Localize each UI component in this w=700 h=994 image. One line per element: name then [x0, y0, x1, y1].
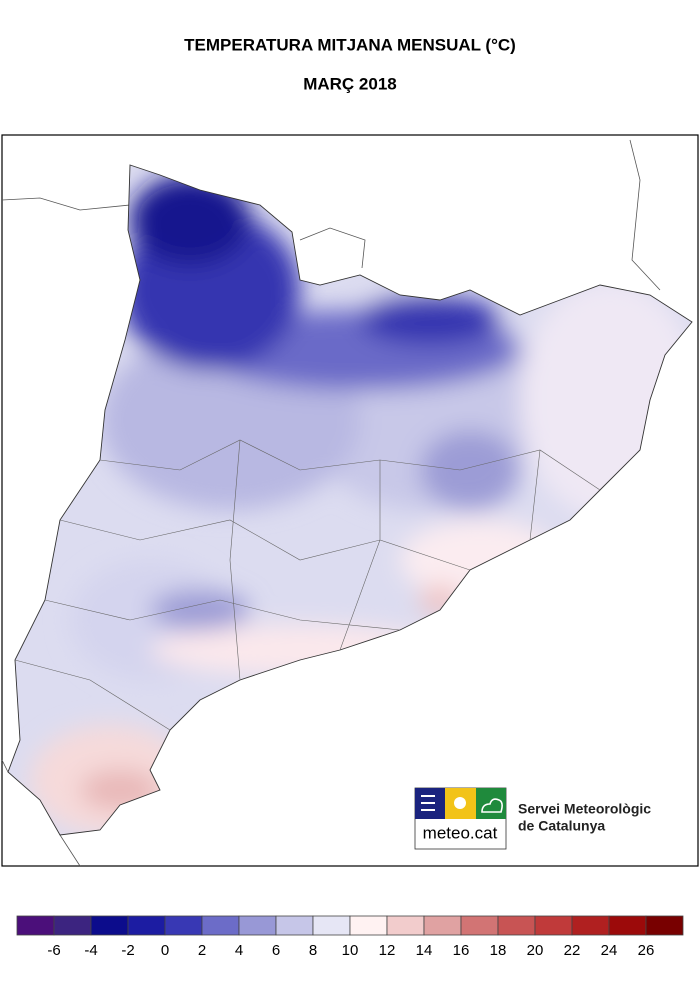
- subtitle: MARÇ 2018: [303, 74, 397, 93]
- legend-tick-label: 8: [309, 942, 317, 959]
- legend-swatch: [386, 915, 425, 936]
- legend-tick-label: 14: [416, 942, 433, 959]
- legend-tick-label: 4: [235, 942, 243, 959]
- borders: [1, 139, 661, 867]
- legend-swatch: [53, 915, 92, 936]
- legend-tick-label: 16: [453, 942, 470, 959]
- title: TEMPERATURA MITJANA MENSUAL (°C): [184, 35, 516, 54]
- legend-swatch: [571, 915, 610, 936]
- legend-swatch: [645, 915, 684, 936]
- logo-name: meteo.cat: [423, 823, 498, 842]
- legend-swatch: [608, 915, 647, 936]
- legend-tick-label: 2: [198, 942, 206, 959]
- logo-cloud: [481, 798, 503, 813]
- legend-swatch: [238, 915, 277, 936]
- legend-tick-label: 6: [272, 942, 280, 959]
- logo-green: [476, 788, 506, 819]
- legend-tick-label: -4: [84, 942, 97, 959]
- legend-swatch: [275, 915, 314, 936]
- legend-swatch: [16, 915, 55, 936]
- legend-swatch: [312, 915, 351, 936]
- legend-tick-label: 24: [601, 942, 618, 959]
- org-name: Servei Meteorològic: [518, 801, 651, 817]
- legend-tick-label: -2: [121, 942, 134, 959]
- legend-swatch: [164, 915, 203, 936]
- legend-tick-label: 22: [564, 942, 581, 959]
- legend-tick-label: -6: [47, 942, 60, 959]
- logo: meteo.cat Servei Meteorològic de Catalun…: [414, 787, 651, 850]
- legend-swatch: [497, 915, 536, 936]
- legend-swatch: [423, 915, 462, 936]
- legend-swatch: [534, 915, 573, 936]
- legend-tick-label: 20: [527, 942, 544, 959]
- logo-bars: [421, 795, 435, 811]
- legend-tick-label: 12: [379, 942, 396, 959]
- legend-tick-label: 0: [161, 942, 169, 959]
- legend-swatch: [349, 915, 388, 936]
- org-name: de Catalunya: [518, 818, 605, 834]
- legend-swatch: [201, 915, 240, 936]
- logo-sun: [454, 797, 466, 809]
- comarca-borders: [14, 439, 601, 731]
- legend-tick-label: 26: [638, 942, 655, 959]
- catalonia-outline: [7, 164, 693, 836]
- legend-tick-label: 18: [490, 942, 507, 959]
- legend-tick-label: 10: [342, 942, 359, 959]
- legend-swatch: [90, 915, 129, 936]
- legend-swatch: [460, 915, 499, 936]
- legend-swatch: [127, 915, 166, 936]
- legend: -6 -4 -2 0 2 4 6 8 10 12 14 16 18 20 22 24 26: [16, 915, 684, 959]
